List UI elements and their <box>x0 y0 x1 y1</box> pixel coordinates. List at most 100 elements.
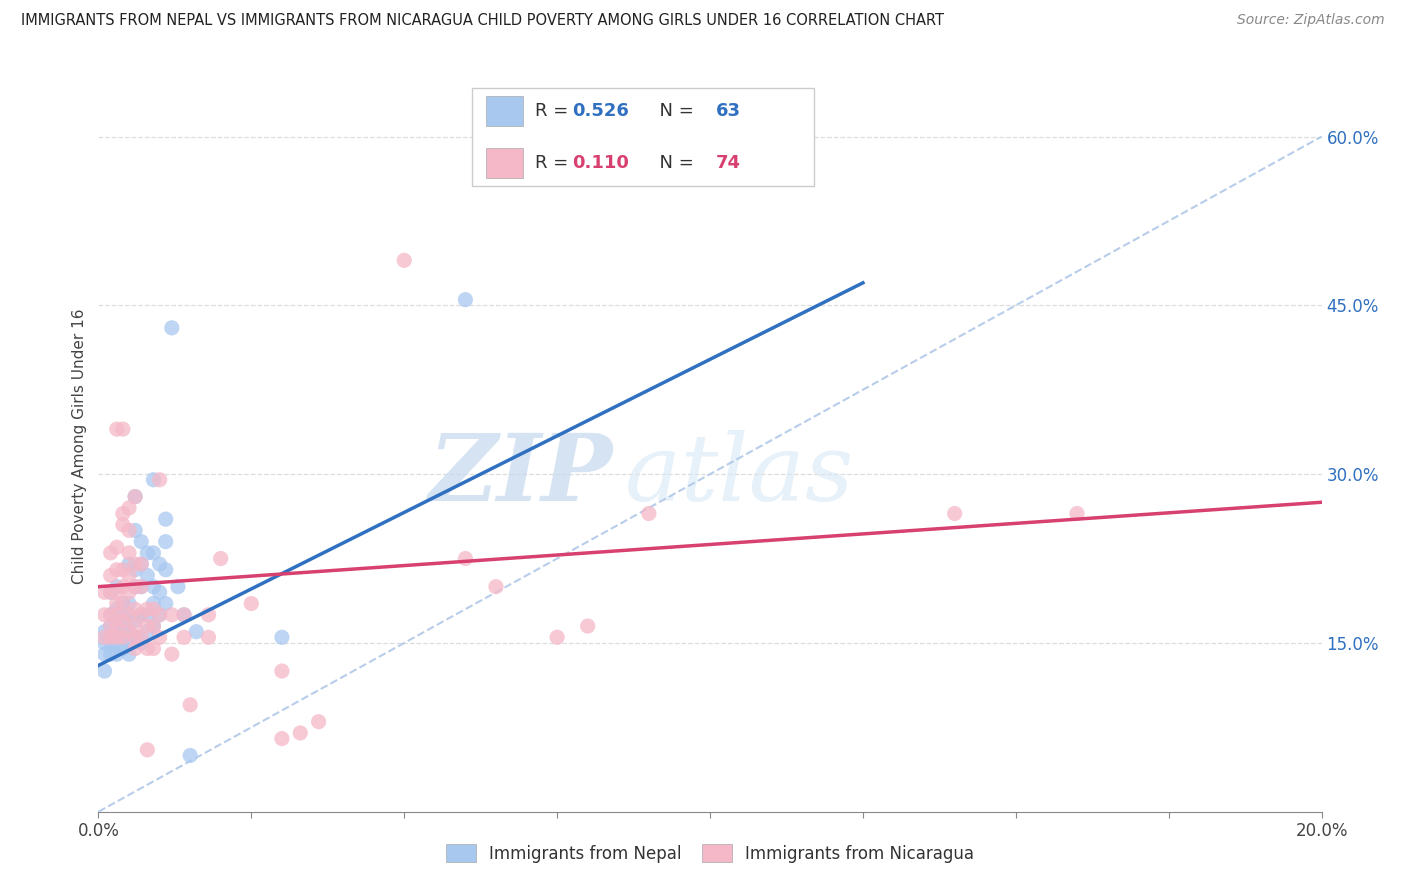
Point <box>129 557 152 571</box>
Point <box>167 580 190 594</box>
Point <box>179 698 201 712</box>
Point <box>129 607 152 622</box>
Point <box>943 507 966 521</box>
Point <box>155 512 177 526</box>
Point <box>270 731 292 746</box>
Point <box>100 568 122 582</box>
Point <box>105 422 128 436</box>
Point <box>149 473 172 487</box>
Point <box>105 585 128 599</box>
Point <box>149 607 172 622</box>
Point <box>111 580 134 594</box>
Point <box>118 624 141 639</box>
FancyBboxPatch shape <box>486 148 523 178</box>
Point <box>179 748 201 763</box>
Point <box>142 619 165 633</box>
Point <box>136 624 159 639</box>
Point <box>111 507 134 521</box>
Point <box>124 580 146 594</box>
Point <box>100 585 122 599</box>
Point <box>111 630 134 644</box>
Point <box>100 619 122 633</box>
Text: 74: 74 <box>716 154 741 172</box>
Point <box>100 607 122 622</box>
Point <box>93 636 115 650</box>
Point <box>118 557 141 571</box>
Point <box>136 619 159 633</box>
Point <box>93 624 115 639</box>
Point <box>149 607 172 622</box>
FancyBboxPatch shape <box>486 96 523 126</box>
Point <box>118 624 141 639</box>
Point <box>546 630 568 644</box>
Point <box>160 647 183 661</box>
Point <box>129 557 152 571</box>
Text: R =: R = <box>536 102 574 120</box>
Point <box>160 321 183 335</box>
Point <box>124 557 146 571</box>
Point <box>105 619 128 633</box>
Point <box>111 517 134 532</box>
Point <box>186 624 208 639</box>
FancyBboxPatch shape <box>471 87 814 186</box>
Text: atlas: atlas <box>624 430 853 520</box>
Text: N =: N = <box>648 102 699 120</box>
Point <box>142 597 165 611</box>
Point <box>118 597 141 611</box>
Point <box>118 636 141 650</box>
Point <box>105 602 128 616</box>
Point <box>124 619 146 633</box>
Point <box>209 551 232 566</box>
Point <box>160 607 183 622</box>
Point <box>290 726 312 740</box>
Point <box>105 563 128 577</box>
Point <box>576 619 599 633</box>
Point <box>129 607 152 622</box>
Point <box>111 630 134 644</box>
Point <box>173 607 195 622</box>
Point <box>118 607 141 622</box>
Point <box>149 557 172 571</box>
Text: 0.526: 0.526 <box>572 102 628 120</box>
Point <box>105 580 128 594</box>
Point <box>149 585 172 599</box>
Point <box>111 641 134 656</box>
Point <box>93 647 115 661</box>
Point <box>105 614 128 628</box>
Point <box>93 664 115 678</box>
Point <box>93 585 115 599</box>
Point <box>392 253 416 268</box>
Text: IMMIGRANTS FROM NEPAL VS IMMIGRANTS FROM NICARAGUA CHILD POVERTY AMONG GIRLS UND: IMMIGRANTS FROM NEPAL VS IMMIGRANTS FROM… <box>21 13 943 29</box>
Point <box>142 602 165 616</box>
Point <box>485 580 508 594</box>
Point <box>100 647 122 661</box>
Point <box>129 534 152 549</box>
Point <box>93 607 115 622</box>
Point <box>118 585 141 599</box>
Point <box>105 630 128 644</box>
Point <box>454 551 477 566</box>
Point <box>155 563 177 577</box>
Point <box>118 546 141 560</box>
Text: R =: R = <box>536 154 574 172</box>
Point <box>136 568 159 582</box>
Point <box>637 507 661 521</box>
Point <box>100 630 122 644</box>
Point <box>240 597 263 611</box>
Point <box>197 607 219 622</box>
Point <box>100 630 122 644</box>
Point <box>100 585 122 599</box>
Point <box>124 602 146 616</box>
Point <box>124 524 146 538</box>
Point <box>124 630 146 644</box>
Point <box>197 630 219 644</box>
Point <box>454 293 477 307</box>
Point <box>105 647 128 661</box>
Point <box>105 607 128 622</box>
Point <box>173 630 195 644</box>
Point <box>124 641 146 656</box>
Point <box>105 624 128 639</box>
Text: N =: N = <box>648 154 699 172</box>
Point <box>155 597 177 611</box>
Point <box>100 636 122 650</box>
